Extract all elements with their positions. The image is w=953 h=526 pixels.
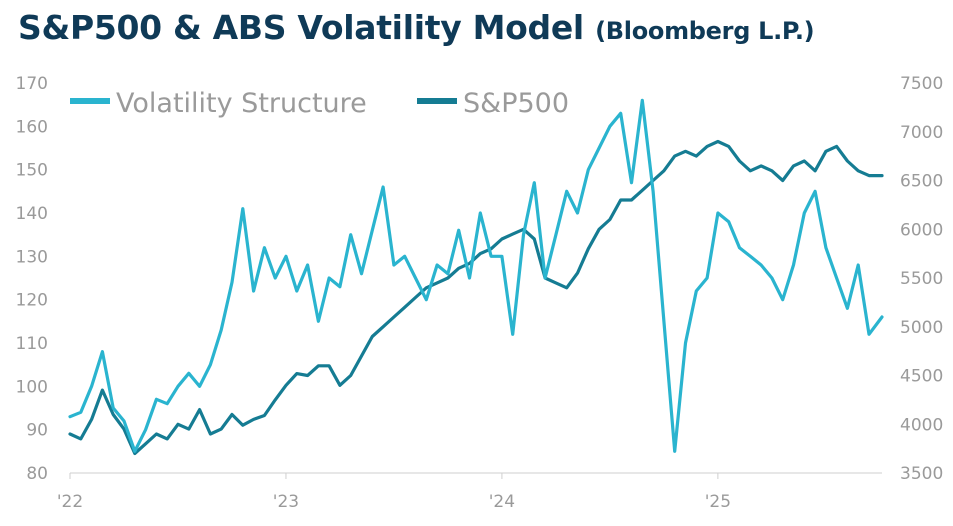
y-right-tick-label: 6000 [900, 220, 943, 240]
y-left-tick-label: 140 [16, 204, 48, 224]
y-left-tick-label: 110 [16, 334, 48, 354]
y-right-tick-label: 4500 [900, 367, 943, 387]
y-left-tick-label: 100 [16, 377, 48, 397]
x-tick-label: '25 [705, 492, 731, 512]
y-right-tick-label: 6500 [900, 172, 943, 192]
chart-title-main: S&P500 & ABS Volatility Model [18, 8, 584, 47]
y-right-tick-label: 5000 [900, 318, 943, 338]
x-tick-label: '22 [57, 492, 83, 512]
y-left-tick-label: 150 [16, 161, 48, 181]
x-tick-label: '24 [489, 492, 515, 512]
y-left-tick-label: 130 [16, 247, 48, 267]
y-left-tick-label: 80 [26, 464, 48, 484]
x-tick-label: '23 [273, 492, 299, 512]
y-left-tick-label: 90 [26, 421, 48, 441]
y-right-tick-label: 3500 [900, 464, 943, 484]
legend: Volatility Structure S&P500 [70, 88, 569, 119]
y-right-tick-label: 7000 [900, 123, 943, 143]
y-right-tick-label: 7500 [900, 74, 943, 94]
axes-layer: 80 90 100 110 120 130 140 150 160 170 3500 4000 4500… [16, 74, 944, 512]
series-line-volatility-structure [68, 98, 884, 453]
legend-label-sp500: S&P500 [463, 88, 569, 119]
y-right-tick-label: 5500 [900, 269, 943, 289]
y-left-tick-label: 170 [16, 74, 48, 94]
legend-label-volatility-structure: Volatility Structure [116, 88, 367, 119]
y-left-tick-label: 120 [16, 291, 48, 311]
y-right-tick-label: 4000 [900, 415, 943, 435]
y-left-tick-label: 160 [16, 117, 48, 137]
series-line-sp500 [68, 139, 884, 456]
series-layer [68, 98, 884, 456]
chart-source: (Bloomberg L.P.) [595, 17, 815, 45]
chart-title: S&P500 & ABS Volatility Model (Bloomberg… [18, 8, 815, 47]
